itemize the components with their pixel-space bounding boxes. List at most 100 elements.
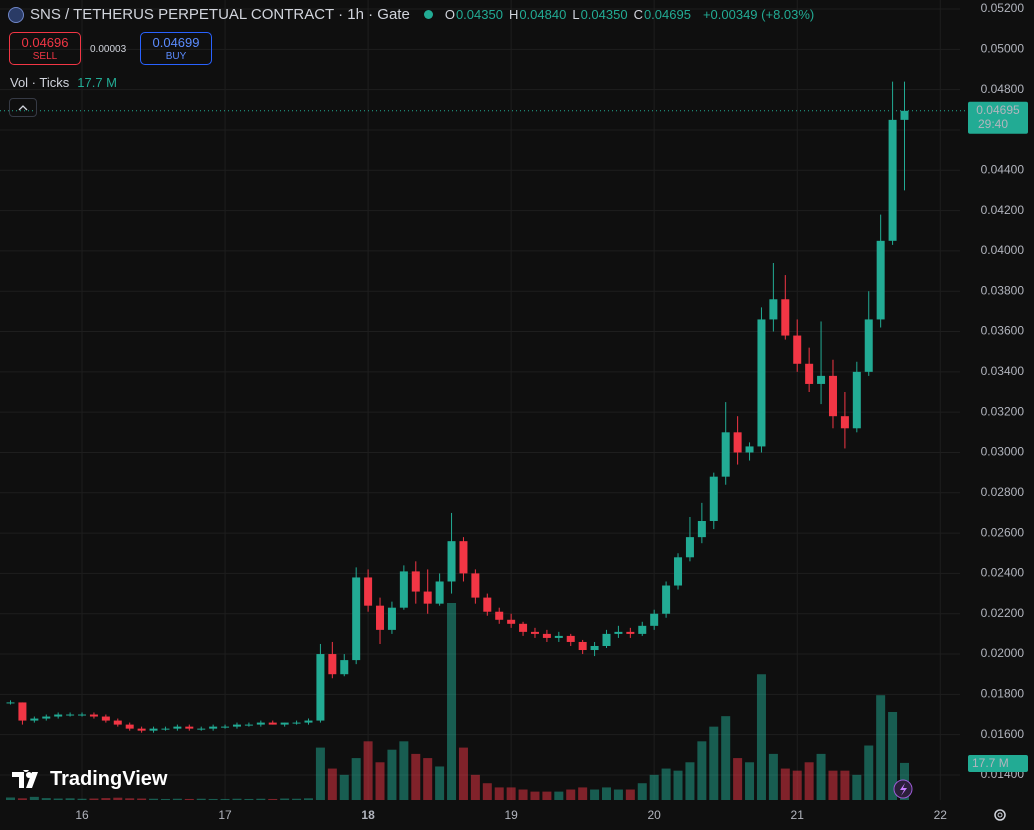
y-tick-label: 0.02800 bbox=[981, 485, 1025, 499]
collapse-button[interactable] bbox=[9, 98, 37, 117]
y-tick-label: 0.03000 bbox=[981, 445, 1025, 459]
legend-value: 0.04350 bbox=[455, 7, 503, 22]
volume-bar bbox=[649, 774, 659, 800]
candle-body bbox=[352, 577, 361, 661]
candle-body bbox=[256, 722, 265, 725]
volume-bar bbox=[220, 798, 230, 800]
spread: 0.00003 bbox=[90, 44, 127, 55]
candle-body bbox=[638, 625, 647, 634]
volume-bar bbox=[756, 674, 766, 800]
volume-bar bbox=[613, 789, 623, 800]
y-tick-label: 0.01800 bbox=[981, 687, 1025, 701]
y-tick-label: 0.03200 bbox=[981, 404, 1025, 418]
y-tick-label: 0.05000 bbox=[981, 41, 1025, 55]
x-tick-label: 22 bbox=[934, 808, 948, 822]
chevron bbox=[18, 105, 28, 111]
volume-bar bbox=[268, 798, 278, 800]
candle-body bbox=[78, 714, 87, 716]
candle-body bbox=[602, 633, 611, 646]
settings-hub bbox=[997, 812, 1003, 818]
volume-title: Vol · Ticks bbox=[10, 75, 70, 90]
candle-body bbox=[519, 623, 528, 632]
legend-key: O bbox=[444, 7, 455, 22]
volume-bar bbox=[351, 758, 361, 800]
legend-key: H bbox=[508, 7, 519, 22]
volume-tag-label: 17.7 M bbox=[972, 756, 1009, 770]
volume-bar bbox=[172, 798, 182, 800]
candle-body bbox=[900, 110, 909, 120]
volume-bar bbox=[745, 762, 755, 800]
header: SNS / TETHERUS PERPETUAL CONTRACT · 1h ·… bbox=[8, 6, 814, 23]
volume-bar bbox=[327, 768, 337, 800]
volume-bar bbox=[625, 789, 635, 800]
y-tick-label: 0.03800 bbox=[981, 283, 1025, 297]
watermark-text: TradingView bbox=[50, 768, 168, 790]
volume-bar bbox=[661, 768, 671, 800]
volume-bar bbox=[65, 798, 75, 800]
volume-bar bbox=[113, 797, 123, 800]
volume-bar bbox=[470, 774, 480, 800]
candle-body bbox=[173, 726, 182, 729]
volume-bar bbox=[149, 798, 159, 800]
candle-body bbox=[137, 728, 146, 731]
x-tick-label: 21 bbox=[791, 808, 805, 822]
volume-bar bbox=[673, 770, 683, 800]
volume-bar bbox=[160, 798, 170, 800]
candle-body bbox=[685, 537, 694, 558]
candle-body bbox=[840, 416, 849, 429]
x-tick-label: 19 bbox=[504, 808, 518, 822]
candle-body bbox=[244, 724, 253, 726]
candle-body bbox=[316, 654, 325, 721]
candle-body bbox=[530, 631, 539, 634]
candle-body bbox=[125, 724, 134, 729]
volume-bar bbox=[578, 787, 588, 800]
candle-body bbox=[447, 541, 456, 582]
x-tick-label: 20 bbox=[648, 808, 662, 822]
volume-bar bbox=[494, 787, 504, 800]
volume-bar bbox=[184, 798, 194, 800]
legend-key: C bbox=[633, 7, 643, 22]
candle-body bbox=[888, 119, 897, 241]
volume-bar bbox=[232, 798, 242, 800]
volume-bar bbox=[840, 770, 850, 800]
legend-value: 0.04350 bbox=[580, 7, 628, 22]
countdown: 29:40 bbox=[978, 117, 1008, 131]
volume-bar bbox=[363, 741, 373, 800]
volume-bar bbox=[542, 791, 552, 800]
volume-bar bbox=[315, 747, 325, 800]
volume-bar bbox=[482, 783, 492, 800]
logo bbox=[12, 769, 38, 788]
sell-button[interactable]: 0.04696 SELL bbox=[9, 32, 81, 65]
candle-body bbox=[721, 432, 730, 477]
candle-body bbox=[66, 714, 75, 716]
volume-bar bbox=[244, 798, 254, 800]
volume-bar bbox=[733, 758, 743, 800]
candle-body bbox=[781, 299, 790, 336]
buy-label: BUY bbox=[165, 51, 187, 62]
sell-price: 0.04696 bbox=[21, 35, 69, 50]
candle-body bbox=[18, 702, 27, 721]
y-tick-label: 0.02600 bbox=[981, 525, 1025, 539]
volume-tag bbox=[968, 755, 1028, 772]
candle-body bbox=[828, 375, 837, 417]
volume-bar bbox=[709, 726, 719, 800]
candle-body bbox=[42, 716, 51, 719]
x-tick-label: 18 bbox=[361, 808, 375, 822]
candle-body bbox=[709, 476, 718, 522]
volume-bar bbox=[554, 791, 564, 800]
volume-bar bbox=[125, 798, 135, 800]
volume-bar bbox=[411, 753, 421, 800]
candle-body bbox=[328, 654, 337, 675]
volume-bar bbox=[292, 798, 302, 800]
candle-body bbox=[197, 728, 206, 730]
candle-body bbox=[221, 726, 230, 728]
bolt bbox=[900, 783, 907, 796]
candle-body bbox=[340, 660, 349, 675]
candle-body bbox=[423, 591, 432, 604]
buy-button[interactable]: 0.04699 BUY bbox=[140, 32, 212, 65]
volume-bar bbox=[339, 774, 349, 800]
candle-body bbox=[733, 432, 742, 453]
status-dot bbox=[423, 10, 433, 19]
